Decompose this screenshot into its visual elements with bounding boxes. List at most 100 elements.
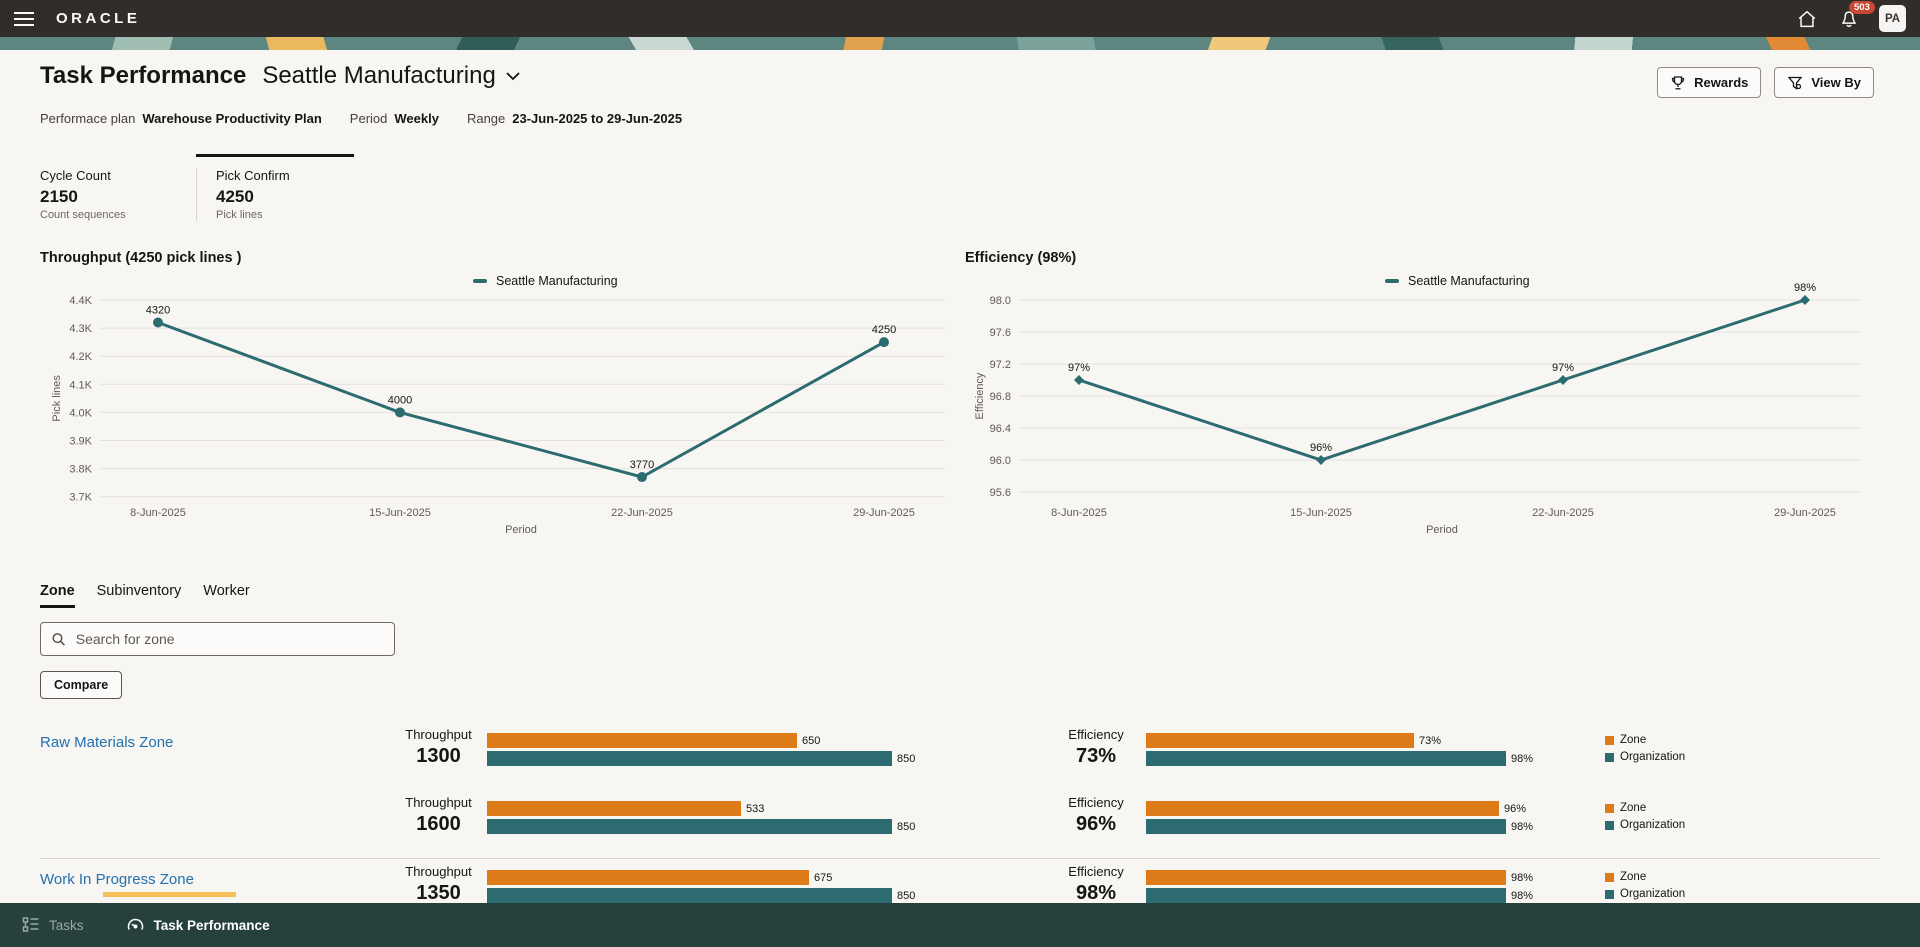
legend-line-swatch <box>473 279 487 283</box>
bar-value-label: 533 <box>746 802 765 815</box>
efficiency-metric-value: 98% <box>1075 882 1117 904</box>
bar-value-label: 850 <box>897 820 916 833</box>
legend-label: Zone <box>1620 871 1647 883</box>
range-value: 23-Jun-2025 to 29-Jun-2025 <box>512 111 683 126</box>
throughput-metric-label: Throughput <box>405 864 472 879</box>
home-icon[interactable] <box>1795 7 1819 31</box>
efficiency-metric: Efficiency 96% <box>1046 790 1146 858</box>
svg-text:96.8: 96.8 <box>990 391 1011 403</box>
throughput-bars-bar-row: 650 <box>487 733 936 748</box>
efficiency-bars: 98% 98% <box>1146 859 1595 927</box>
tab-zone[interactable]: Zone <box>40 583 75 608</box>
svg-text:22-Jun-2025: 22-Jun-2025 <box>611 507 673 519</box>
throughput-bars-bar-row: 850 <box>487 819 936 834</box>
efficiency-metric: Efficiency 98% <box>1046 859 1146 927</box>
svg-text:15-Jun-2025: 15-Jun-2025 <box>1290 507 1352 519</box>
legend-label: Organization <box>1620 888 1686 900</box>
legend-entry: Organization <box>1605 751 1685 763</box>
zone-efficiency-bar <box>1146 870 1506 885</box>
hamburger-menu-icon[interactable] <box>14 11 34 26</box>
search-input[interactable] <box>75 631 384 647</box>
decorative-banner <box>0 37 1920 50</box>
throughput-bars: 533 850 <box>487 790 936 858</box>
zone-list: Raw Materials Zone Throughput 1300 650 850 Ef… <box>40 722 1880 927</box>
legend-label: Organization <box>1620 819 1686 831</box>
svg-text:3.9K: 3.9K <box>69 436 92 448</box>
bar-value-label: 850 <box>897 889 916 902</box>
org-efficiency-bar <box>1146 751 1506 766</box>
zone-throughput-bar <box>487 733 797 748</box>
organization-name: Seattle Manufacturing <box>262 62 496 89</box>
throughput-bars: 650 850 <box>487 722 936 790</box>
svg-text:Efficiency: Efficiency <box>974 372 986 419</box>
svg-text:4.0K: 4.0K <box>69 407 92 419</box>
svg-text:4.4K: 4.4K <box>69 295 92 307</box>
efficiency-bars-bar-row: 98% <box>1146 819 1595 834</box>
legend-entry: Organization <box>1605 888 1685 900</box>
throughput-metric-label: Throughput <box>405 727 472 742</box>
rewards-button[interactable]: Rewards <box>1657 67 1762 98</box>
focus-highlight <box>103 892 236 897</box>
tab-subinventory[interactable]: Subinventory <box>96 583 182 599</box>
svg-text:97.2: 97.2 <box>990 359 1011 371</box>
legend-swatch <box>1605 820 1614 830</box>
zone-search <box>40 622 395 656</box>
search-icon <box>52 632 65 646</box>
compare-button[interactable]: Compare <box>40 671 123 699</box>
svg-text:Pick lines: Pick lines <box>51 375 63 422</box>
svg-text:4250: 4250 <box>872 324 896 336</box>
throughput-metric: Throughput 1300 <box>390 722 487 790</box>
svg-text:4.2K: 4.2K <box>69 351 92 363</box>
filter-icon <box>1788 76 1803 90</box>
oracle-logo: ORACLE <box>56 10 141 27</box>
svg-text:15-Jun-2025: 15-Jun-2025 <box>369 507 431 519</box>
zone-rows: Throughput 1350 675 850 Efficiency 98% 98% 98% Z… <box>390 859 1880 927</box>
view-by-button[interactable]: View By <box>1774 67 1874 98</box>
efficiency-metric: Efficiency 73% <box>1046 722 1146 790</box>
svg-text:29-Jun-2025: 29-Jun-2025 <box>1774 507 1836 519</box>
efficiency-bars-bar-row: 98% <box>1146 751 1595 766</box>
footer-item-tasks[interactable]: Tasks <box>22 916 84 934</box>
tab-worker[interactable]: Worker <box>203 583 250 599</box>
kpi-pick-confirm[interactable]: Pick Confirm 4250 Pick lines <box>196 168 361 221</box>
report-meta: Performace plan Warehouse Productivity P… <box>40 111 682 126</box>
svg-text:3.8K: 3.8K <box>69 464 92 476</box>
bar-value-label: 675 <box>814 871 833 884</box>
svg-text:96%: 96% <box>1310 442 1332 454</box>
throughput-metric: Throughput 1350 <box>390 859 487 927</box>
notifications-bell-icon[interactable]: 503 <box>1837 0 1875 31</box>
trophy-icon <box>1672 75 1685 89</box>
plan-label: Performace plan <box>40 111 136 126</box>
user-avatar[interactable]: PA <box>1879 5 1906 32</box>
notification-count-badge: 503 <box>1849 0 1875 14</box>
org-efficiency-bar <box>1146 819 1506 834</box>
kpi-cycle-count[interactable]: Cycle Count 2150 Count sequences <box>40 168 126 221</box>
legend-swatch <box>1605 803 1614 813</box>
efficiency-metric-value: 96% <box>1075 813 1117 835</box>
legend-label: Zone <box>1620 734 1647 746</box>
efficiency-bars-bar-row: 96% <box>1146 801 1595 816</box>
throughput-bars-bar-row: 850 <box>487 888 936 903</box>
zone-link[interactable]: Raw Materials Zone <box>40 734 174 751</box>
svg-text:4.3K: 4.3K <box>69 323 92 335</box>
zone-link[interactable]: Work In Progress Zone <box>40 871 194 888</box>
svg-text:95.6: 95.6 <box>990 487 1011 499</box>
svg-text:97%: 97% <box>1068 362 1090 374</box>
period-value: Weekly <box>394 111 439 126</box>
footer-item-task-performance[interactable]: Task Performance <box>126 916 270 935</box>
organization-selector[interactable]: Seattle Manufacturing <box>262 62 520 90</box>
gauge-icon <box>127 918 143 930</box>
zone-metric-row: Throughput 1600 533 850 Efficiency 96% 96% 98% Z… <box>390 790 1880 858</box>
svg-text:3770: 3770 <box>630 459 654 471</box>
svg-text:Period: Period <box>1426 524 1458 536</box>
zone-rows: Throughput 1300 650 850 Efficiency 73% 73% 98% Z… <box>390 722 1880 858</box>
efficiency-line-plot: 98.0 97.6 97.2 96.8 96.4 96.0 95.6 Efficiency 97… <box>974 282 1862 536</box>
svg-text:96.4: 96.4 <box>990 423 1011 435</box>
chart-legend: Seattle Manufacturing <box>473 274 618 288</box>
legend-label: Organization <box>1620 751 1686 763</box>
bar-value-label: 96% <box>1504 802 1527 815</box>
range-label: Range <box>466 111 506 126</box>
org-throughput-bar <box>487 819 892 834</box>
zone-name-column: Raw Materials Zone <box>40 722 390 858</box>
svg-text:98%: 98% <box>1794 282 1816 294</box>
